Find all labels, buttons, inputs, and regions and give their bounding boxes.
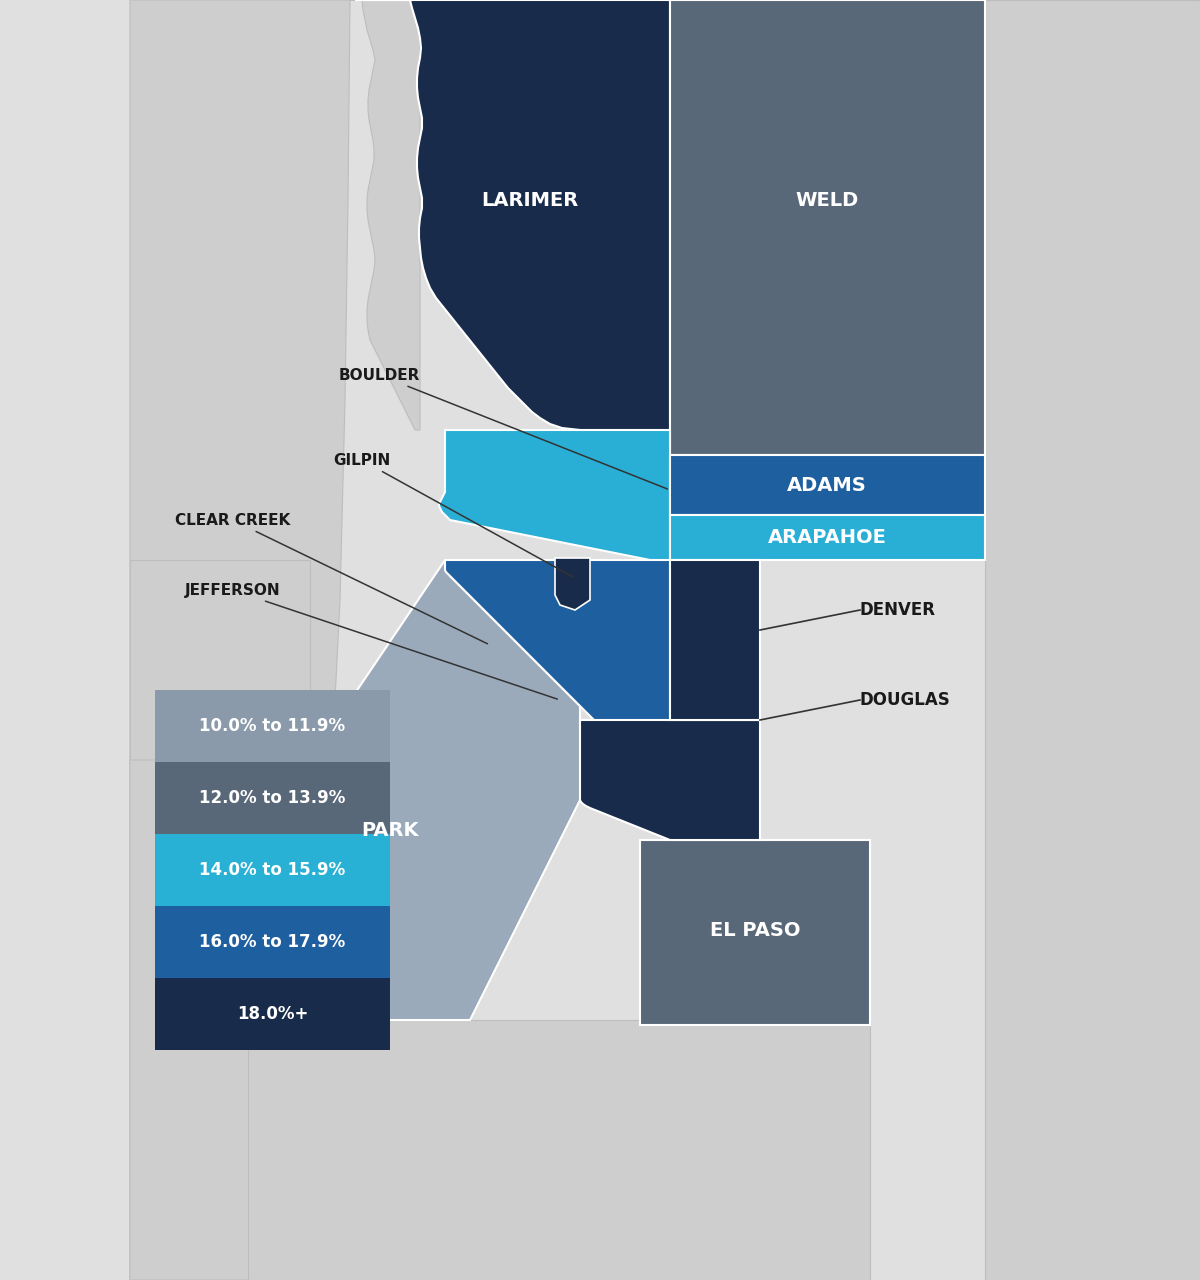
Text: 12.0% to 13.9%: 12.0% to 13.9% <box>199 788 346 806</box>
Polygon shape <box>248 1020 870 1280</box>
Polygon shape <box>155 835 390 906</box>
Polygon shape <box>155 906 390 978</box>
Polygon shape <box>130 0 350 1280</box>
Text: BOULDER: BOULDER <box>338 367 667 489</box>
Polygon shape <box>580 719 760 840</box>
Polygon shape <box>646 840 870 1020</box>
Text: JEFFERSON: JEFFERSON <box>185 582 557 699</box>
Text: 10.0% to 11.9%: 10.0% to 11.9% <box>199 717 346 735</box>
Text: EL PASO: EL PASO <box>709 920 800 940</box>
Polygon shape <box>310 561 580 1020</box>
Polygon shape <box>439 430 670 563</box>
Text: 18.0%+: 18.0%+ <box>236 1005 308 1023</box>
Polygon shape <box>670 515 985 561</box>
Polygon shape <box>355 0 670 433</box>
Polygon shape <box>445 561 670 774</box>
Polygon shape <box>670 561 760 719</box>
Text: DOUGLAS: DOUGLAS <box>860 691 950 709</box>
Polygon shape <box>640 840 870 1025</box>
Polygon shape <box>155 978 390 1050</box>
Text: GILPIN: GILPIN <box>332 453 572 577</box>
Text: ADAMS: ADAMS <box>787 475 866 494</box>
Text: WELD: WELD <box>796 191 859 210</box>
Polygon shape <box>130 561 310 760</box>
Polygon shape <box>554 558 590 611</box>
Text: LARIMER: LARIMER <box>481 191 578 210</box>
Polygon shape <box>760 840 870 1020</box>
Polygon shape <box>650 840 760 1020</box>
Polygon shape <box>350 0 420 430</box>
Polygon shape <box>670 0 985 454</box>
Polygon shape <box>670 454 985 515</box>
Text: PARK: PARK <box>361 820 419 840</box>
Polygon shape <box>155 690 390 762</box>
Polygon shape <box>155 762 390 835</box>
Polygon shape <box>985 0 1200 1280</box>
Text: 16.0% to 17.9%: 16.0% to 17.9% <box>199 933 346 951</box>
Text: 14.0% to 15.9%: 14.0% to 15.9% <box>199 861 346 879</box>
Text: CLEAR CREEK: CLEAR CREEK <box>175 512 487 644</box>
Text: DENVER: DENVER <box>860 602 936 620</box>
Polygon shape <box>130 760 310 1280</box>
Text: ARAPAHOE: ARAPAHOE <box>768 527 887 547</box>
